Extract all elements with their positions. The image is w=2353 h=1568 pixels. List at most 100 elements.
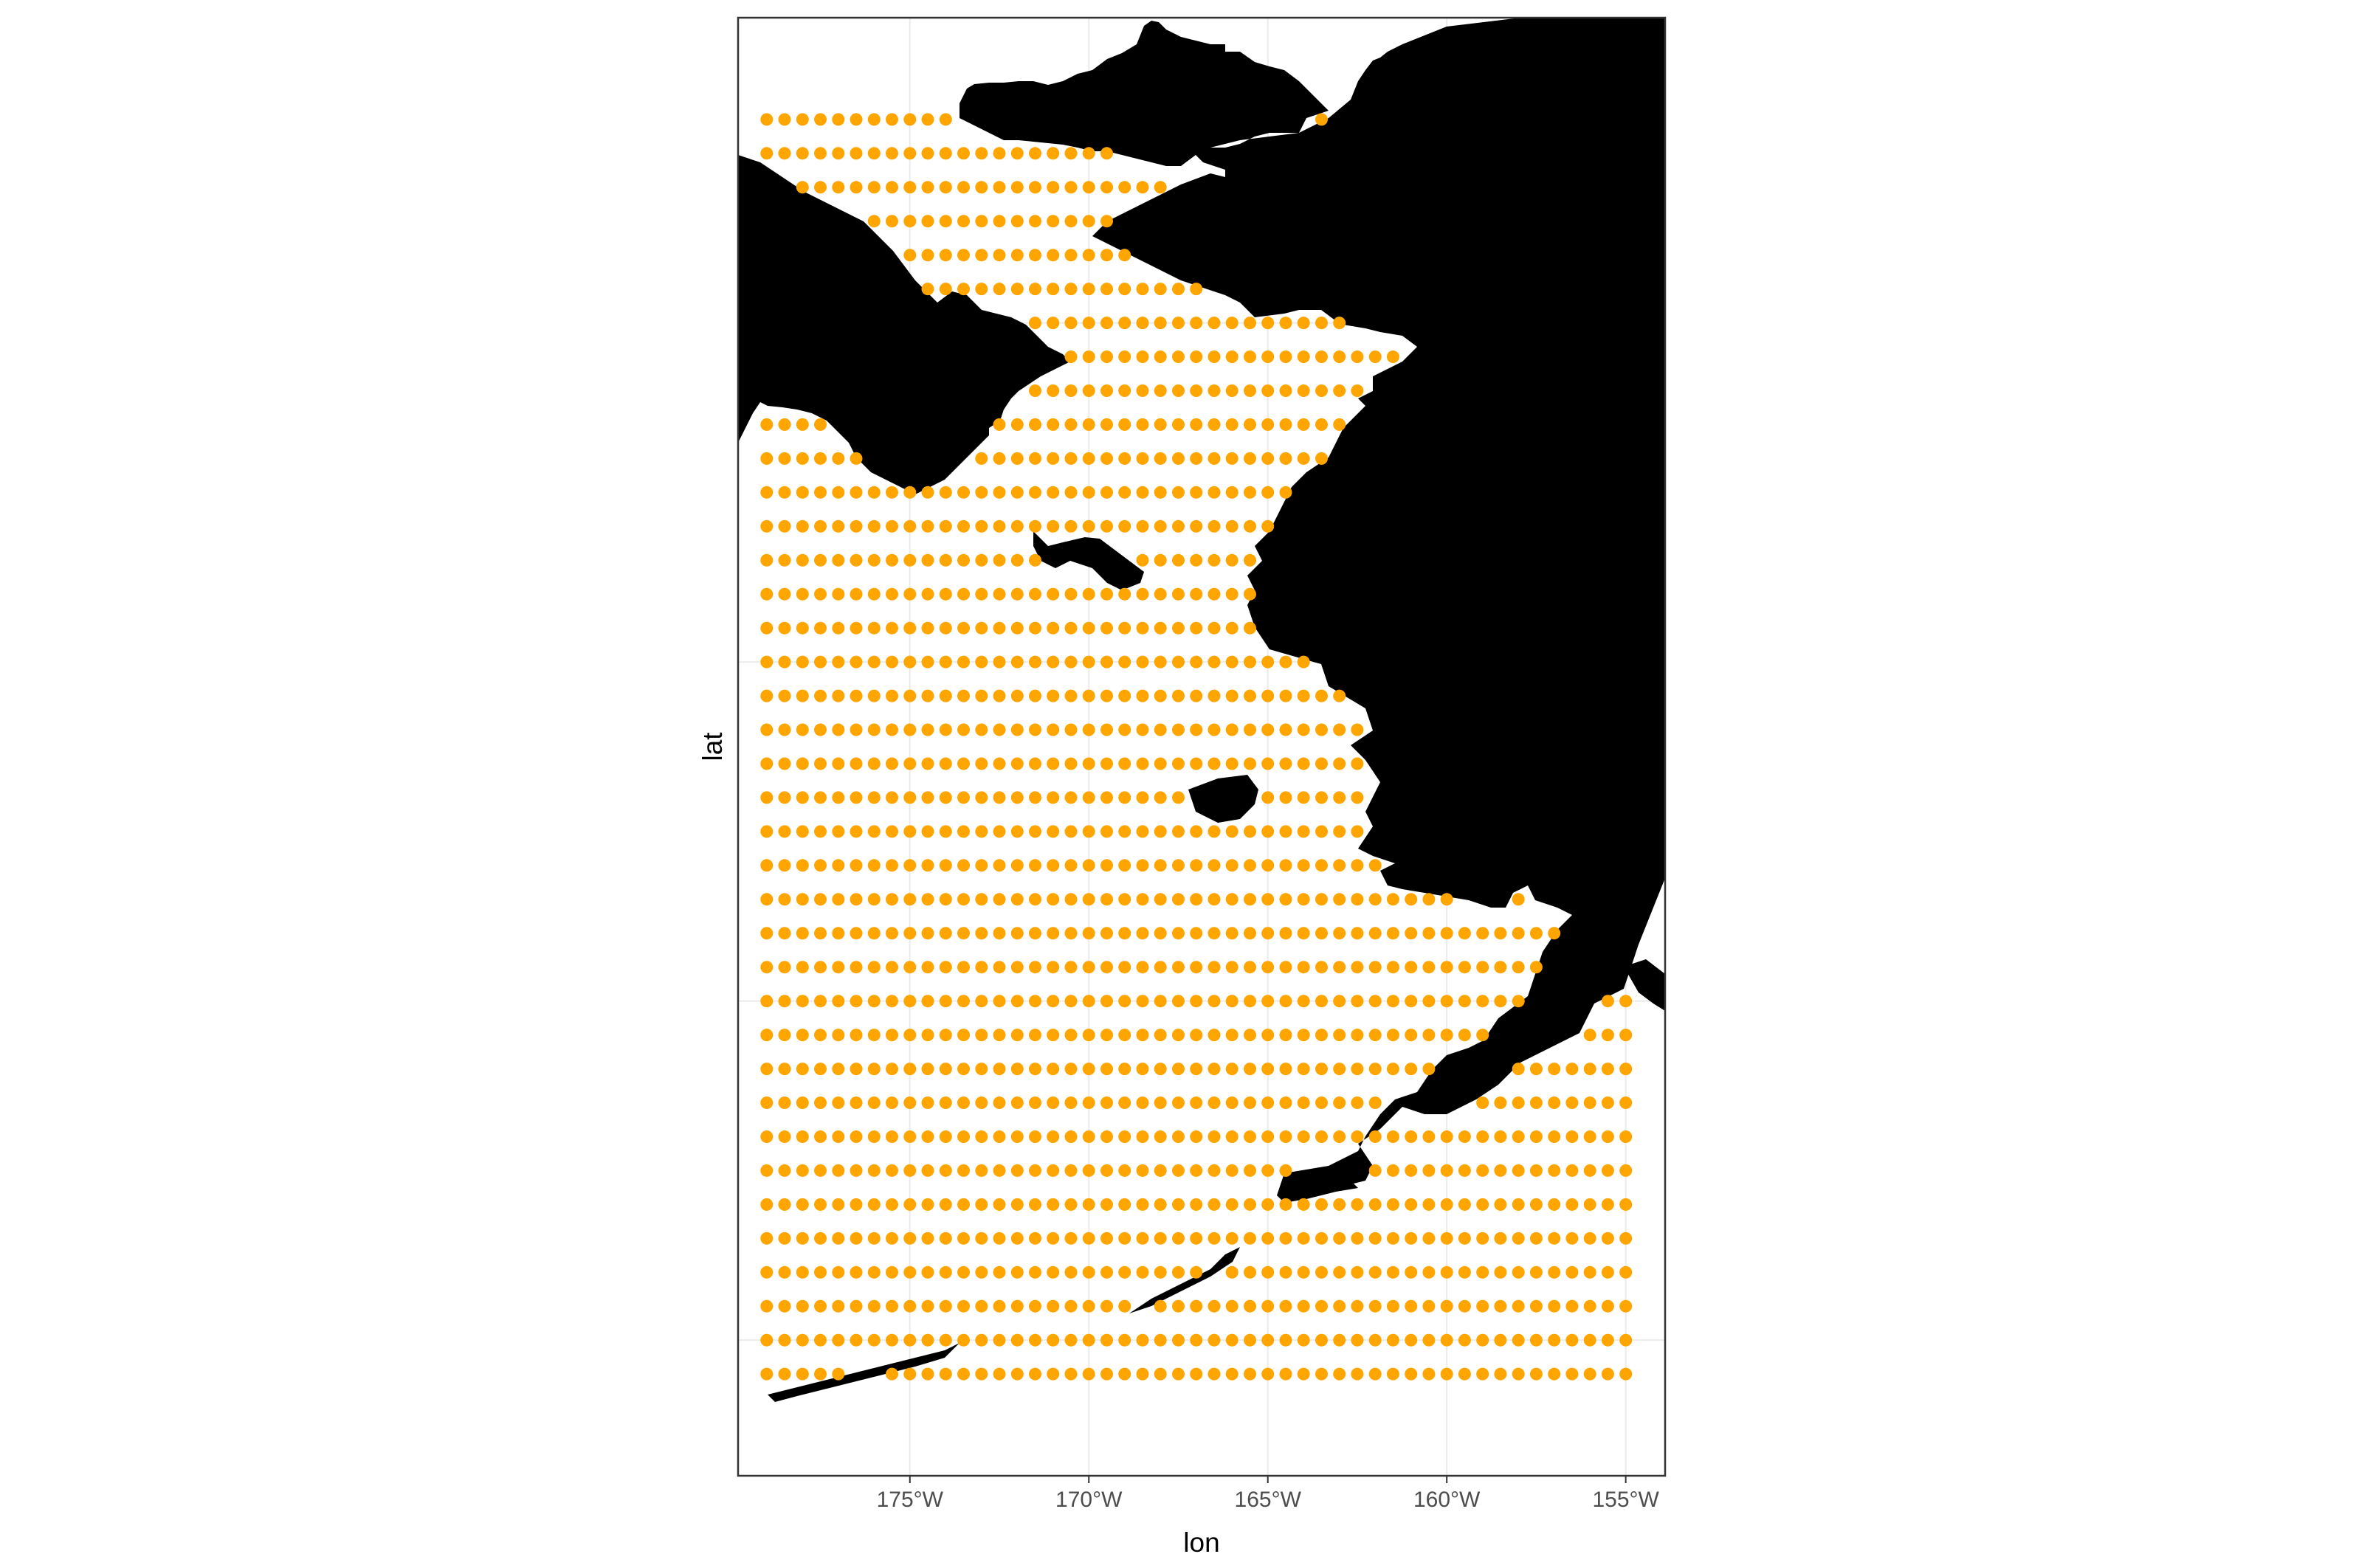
- grid-point: [993, 215, 1006, 228]
- grid-point: [1172, 553, 1185, 567]
- grid-point: [760, 927, 774, 940]
- grid-point: [1315, 859, 1328, 872]
- grid-point: [1082, 1198, 1095, 1211]
- y-axis-title: lat: [697, 732, 728, 761]
- grid-point: [1244, 893, 1256, 906]
- grid-point: [832, 927, 845, 940]
- grid-point: [1082, 927, 1095, 940]
- grid-point: [1118, 621, 1131, 635]
- grid-point: [850, 452, 863, 465]
- grid-point: [939, 1130, 952, 1143]
- grid-point: [1118, 418, 1131, 431]
- grid-point: [1565, 1232, 1579, 1245]
- grid-point: [1172, 384, 1185, 397]
- grid-point: [796, 181, 809, 194]
- grid-point: [1261, 1265, 1275, 1279]
- grid-point: [1029, 927, 1041, 940]
- grid-point: [1207, 486, 1221, 499]
- grid-point: [850, 486, 863, 499]
- grid-point: [1190, 1029, 1203, 1042]
- grid-point: [1064, 1029, 1078, 1042]
- grid-point: [993, 587, 1006, 601]
- grid-point: [1136, 1265, 1149, 1279]
- grid-point: [1010, 1367, 1024, 1381]
- grid-point: [867, 486, 881, 499]
- grid-point: [1118, 961, 1131, 974]
- grid-point: [1529, 961, 1543, 974]
- grid-point: [850, 825, 863, 838]
- grid-point: [957, 961, 970, 974]
- grid-point: [1297, 1333, 1310, 1347]
- grid-point: [1118, 791, 1131, 804]
- grid-point: [1136, 1367, 1149, 1381]
- grid-point: [1225, 486, 1238, 499]
- grid-point: [1476, 1299, 1489, 1313]
- grid-point: [1476, 1164, 1489, 1177]
- grid-point: [832, 113, 845, 126]
- grid-point: [1333, 825, 1346, 838]
- grid-point: [1082, 655, 1095, 669]
- grid-point: [886, 655, 898, 669]
- grid-point: [1405, 927, 1418, 940]
- grid-point: [1244, 859, 1256, 872]
- grid-point: [1422, 1265, 1436, 1279]
- grid-point: [850, 927, 863, 940]
- grid-point: [1172, 486, 1185, 499]
- grid-point: [1029, 757, 1041, 770]
- grid-point: [1279, 1096, 1292, 1109]
- grid-point: [1261, 791, 1275, 804]
- grid-point: [1368, 1130, 1382, 1143]
- grid-point: [1047, 791, 1060, 804]
- grid-point: [1154, 791, 1167, 804]
- grid-point: [1351, 1367, 1364, 1381]
- grid-point: [1261, 1130, 1275, 1143]
- grid-point: [760, 519, 774, 533]
- grid-point: [1476, 1265, 1489, 1279]
- grid-point: [975, 1130, 988, 1143]
- grid-point: [1279, 1164, 1292, 1177]
- grid-point: [886, 553, 898, 567]
- grid-point: [1351, 961, 1364, 974]
- grid-point: [867, 1333, 881, 1347]
- grid-point: [1458, 1164, 1471, 1177]
- grid-point: [796, 587, 809, 601]
- grid-point: [867, 927, 881, 940]
- grid-point: [1047, 215, 1060, 228]
- grid-point: [1333, 1096, 1346, 1109]
- grid-point: [1368, 893, 1382, 906]
- grid-point: [1279, 927, 1292, 940]
- grid-point: [993, 723, 1006, 736]
- grid-point: [1583, 1164, 1596, 1177]
- grid-point: [814, 181, 827, 194]
- grid-point: [993, 825, 1006, 838]
- grid-point: [1136, 723, 1149, 736]
- grid-point: [957, 147, 970, 160]
- grid-point: [796, 1299, 809, 1313]
- grid-point: [1172, 317, 1185, 330]
- grid-point: [1476, 961, 1489, 974]
- grid-point: [903, 1096, 917, 1109]
- grid-point: [1100, 791, 1113, 804]
- grid-point: [921, 486, 934, 499]
- grid-point: [1458, 1232, 1471, 1245]
- land-nunivak-island: [1188, 775, 1258, 823]
- grid-point: [1207, 1198, 1221, 1211]
- grid-point: [1064, 249, 1078, 262]
- grid-point: [1082, 689, 1095, 702]
- grid-point: [1440, 1299, 1453, 1313]
- grid-point: [1261, 757, 1275, 770]
- grid-point: [1047, 1096, 1060, 1109]
- grid-point: [1297, 452, 1310, 465]
- grid-point: [903, 893, 917, 906]
- grid-point: [939, 1096, 952, 1109]
- grid-point: [778, 1198, 791, 1211]
- grid-point: [975, 621, 988, 635]
- grid-point: [939, 1198, 952, 1211]
- grid-point: [1297, 961, 1310, 974]
- grid-point: [1100, 283, 1113, 296]
- grid-point: [1154, 621, 1167, 635]
- grid-point: [1190, 757, 1203, 770]
- grid-point: [1422, 1333, 1436, 1347]
- grid-point: [1082, 249, 1095, 262]
- grid-point: [778, 1232, 791, 1245]
